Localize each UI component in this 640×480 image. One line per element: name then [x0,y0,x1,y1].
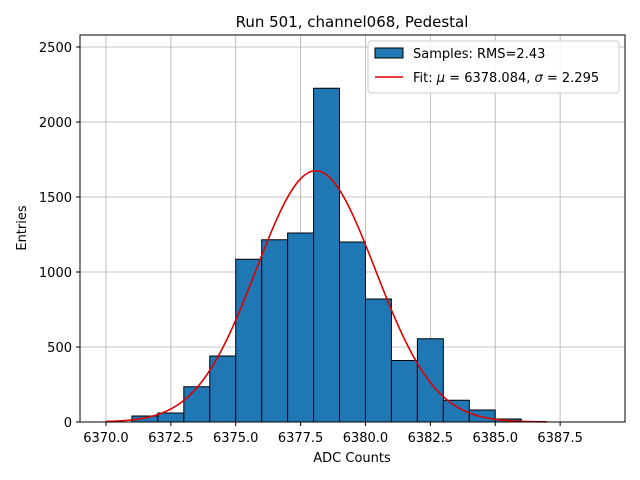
y-axis-ticks: 0 500 1000 1500 2000 2500 [39,41,80,431]
x-tick-label: 6385.0 [472,431,518,446]
legend-fit-mu-value: = 6378.084, [445,71,534,86]
y-tick-label: 2500 [39,41,72,56]
histogram-bar [390,360,418,423]
x-tick-label: 6387.5 [537,431,583,446]
legend-samples-swatch [374,47,404,59]
x-tick-label: 6380.0 [343,431,389,446]
x-tick-label: 6377.5 [278,431,324,446]
histogram-bar [313,87,341,423]
y-tick-label: 2000 [39,116,72,131]
histogram-bar [261,239,289,423]
histogram-bar [235,258,263,423]
legend-box [367,40,620,94]
legend-fit-mu-symbol: μ [436,71,445,86]
y-tick-label: 1000 [39,266,72,281]
y-axis-label: Entries [15,205,30,251]
legend-fit-sigma-value: = 2.295 [543,71,599,86]
histogram-bar [157,412,185,423]
fit-curve [105,169,548,423]
histogram-bar [416,338,444,423]
legend-fit-sigma-symbol: σ [535,71,544,86]
y-tick-label: 0 [64,416,72,431]
histogram-bar [339,241,366,423]
y-tick-label: 1500 [39,191,72,206]
plot-frame [79,34,626,423]
histogram-bar [287,232,315,423]
legend-fit-prefix: Fit: [413,71,437,86]
x-tick-label: 6382.5 [408,431,454,446]
chart-title: Run 501, channel068, Pedestal [236,13,469,31]
histogram-bars [131,87,522,423]
x-tick-label: 6372.5 [148,431,194,446]
legend: Samples: RMS=2.43 Fit: μ = 6378.084, σ =… [367,40,620,94]
legend-samples-label: Samples: RMS=2.43 [413,47,545,62]
histogram-bar [183,386,211,423]
x-tick-label: 6375.0 [213,431,259,446]
x-axis-label: ADC Counts [313,451,391,466]
histogram-bar [468,409,496,423]
x-tick-label: 6370.0 [83,431,129,446]
y-tick-label: 500 [47,341,72,356]
histogram-bar [364,298,392,423]
legend-fit-label: Fit: μ = 6378.084, σ = 2.295 [413,71,599,86]
histogram-bar [209,355,237,423]
x-axis-ticks: 6370.0 6372.5 6375.0 6377.5 6380.0 6382.5 6385… [83,422,583,446]
